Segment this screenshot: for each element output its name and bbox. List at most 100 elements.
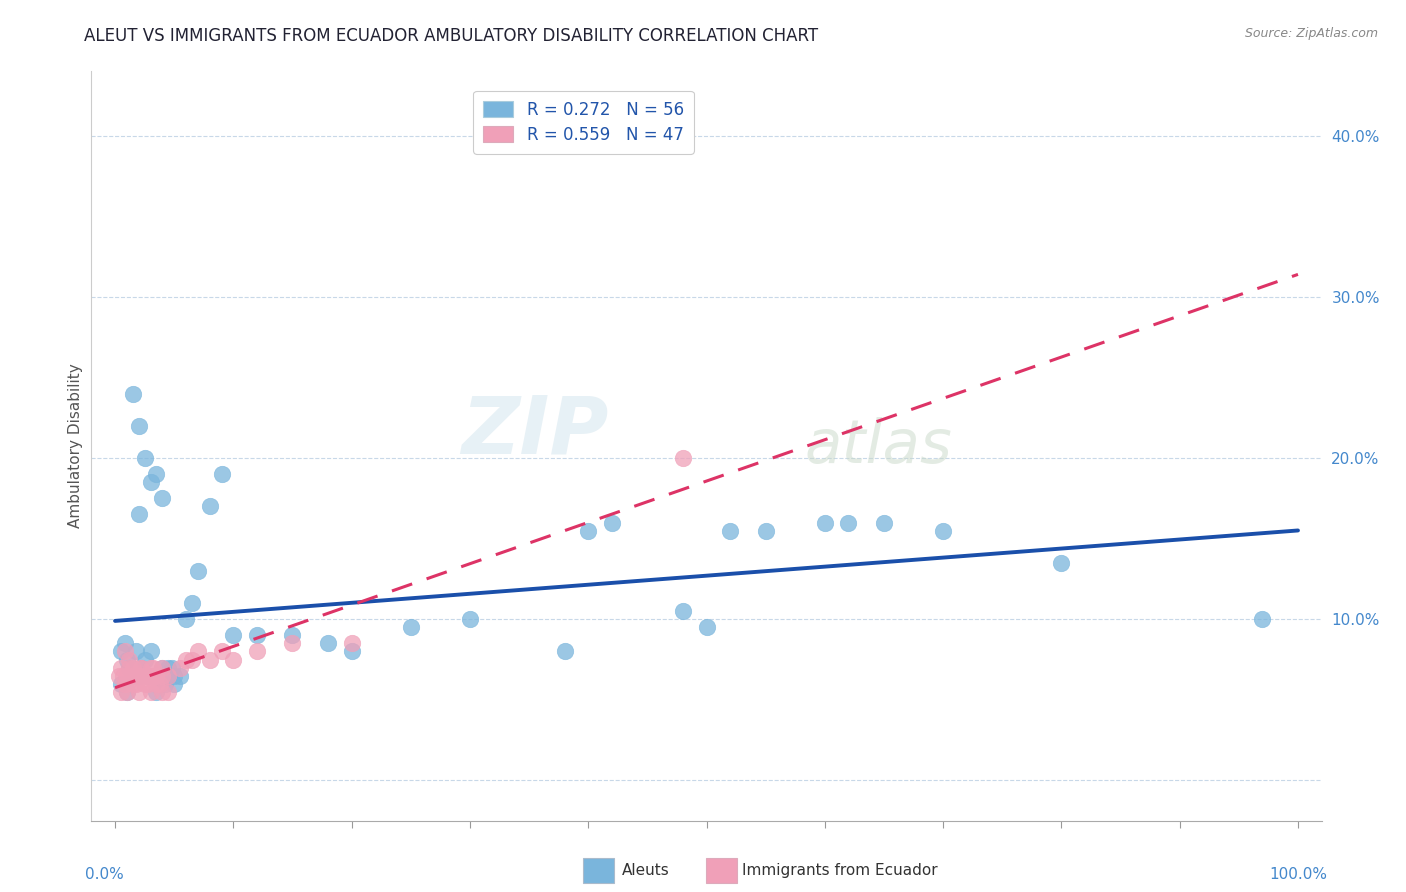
Point [222, 652, 245, 666]
Point [181, 652, 204, 666]
Point [142, 660, 165, 674]
Point [139, 668, 162, 682]
Point [118, 660, 141, 674]
Point [134, 451, 156, 466]
Point [672, 604, 695, 618]
Point [128, 418, 150, 433]
Point [142, 668, 165, 682]
Point [134, 652, 156, 666]
Point [150, 668, 173, 682]
Point [153, 676, 176, 690]
Point [211, 644, 233, 658]
Point [125, 668, 148, 682]
Text: atlas: atlas [804, 417, 953, 475]
Y-axis label: Ambulatory Disability: Ambulatory Disability [67, 364, 83, 528]
Text: 0.0%: 0.0% [86, 867, 124, 882]
Point [672, 451, 695, 466]
Point [139, 660, 162, 674]
Point [118, 660, 141, 674]
Point [145, 684, 167, 698]
Point [121, 386, 143, 401]
Point [145, 668, 167, 682]
Text: ZIP: ZIP [461, 392, 607, 470]
Point [118, 652, 141, 666]
Point [187, 644, 209, 658]
Point [121, 668, 143, 682]
Point [600, 516, 623, 530]
Point [129, 660, 152, 674]
Point [121, 660, 143, 674]
Point [114, 636, 136, 650]
Point [107, 668, 129, 682]
Point [211, 467, 233, 482]
Point [149, 676, 172, 690]
Point [157, 684, 180, 698]
Point [187, 564, 209, 578]
Point [174, 612, 197, 626]
Point [316, 636, 339, 650]
Point [873, 516, 896, 530]
Point [114, 644, 136, 658]
Point [128, 508, 150, 522]
Point [718, 524, 741, 538]
Point [145, 467, 167, 482]
Point [837, 516, 859, 530]
Point [136, 668, 159, 682]
Point [150, 660, 173, 674]
Point [128, 668, 150, 682]
Point [163, 668, 186, 682]
Point [246, 644, 269, 658]
Point [128, 684, 150, 698]
Point [134, 676, 156, 690]
Point [198, 652, 221, 666]
Point [139, 684, 162, 698]
Point [222, 628, 245, 642]
Point [115, 668, 138, 682]
Point [134, 668, 156, 682]
Point [174, 652, 197, 666]
Point [576, 524, 599, 538]
Point [169, 668, 191, 682]
Point [246, 628, 269, 642]
Point [149, 676, 172, 690]
Point [340, 644, 363, 658]
Point [136, 676, 159, 690]
Text: ALEUT VS IMMIGRANTS FROM ECUADOR AMBULATORY DISABILITY CORRELATION CHART: ALEUT VS IMMIGRANTS FROM ECUADOR AMBULAT… [84, 27, 818, 45]
Point [145, 668, 167, 682]
Point [110, 676, 132, 690]
Point [125, 676, 148, 690]
Point [134, 668, 156, 682]
Point [281, 628, 304, 642]
Point [110, 644, 132, 658]
Point [163, 676, 186, 690]
Point [554, 644, 576, 658]
Point [1050, 556, 1073, 570]
Point [281, 636, 304, 650]
Point [932, 524, 955, 538]
Point [695, 620, 717, 634]
Point [399, 620, 422, 634]
Point [755, 524, 778, 538]
Text: Source: ZipAtlas.com: Source: ZipAtlas.com [1244, 27, 1378, 40]
Point [150, 660, 173, 674]
Point [169, 660, 191, 674]
Point [115, 684, 138, 698]
Point [114, 676, 136, 690]
Point [157, 660, 180, 674]
Point [121, 676, 143, 690]
Point [160, 660, 183, 674]
Point [458, 612, 481, 626]
Point [112, 668, 135, 682]
Point [139, 475, 162, 490]
Point [145, 676, 167, 690]
Text: Aleuts: Aleuts [621, 863, 669, 878]
Point [115, 652, 138, 666]
Point [157, 668, 180, 682]
Legend: R = 0.272   N = 56, R = 0.559   N = 47: R = 0.272 N = 56, R = 0.559 N = 47 [474, 91, 693, 153]
Point [814, 516, 837, 530]
Point [198, 500, 221, 514]
Point [1251, 612, 1274, 626]
Point [125, 644, 148, 658]
Point [129, 660, 152, 674]
Point [340, 636, 363, 650]
